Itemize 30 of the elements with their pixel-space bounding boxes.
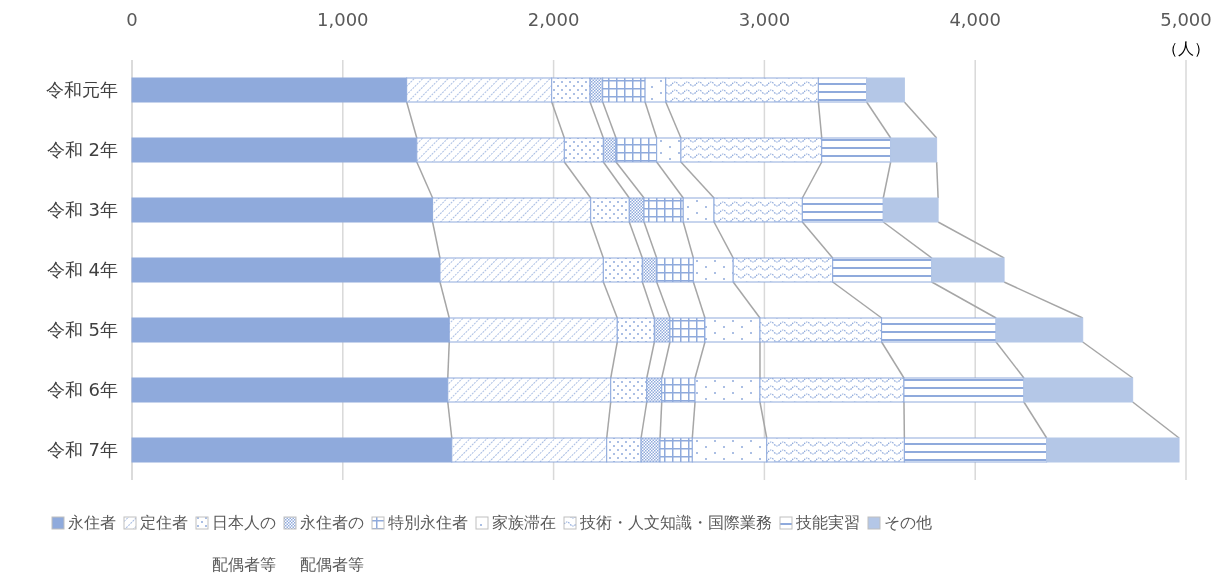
legend-label: 永住者 [68, 513, 116, 532]
legend-label: 定住者 [140, 513, 188, 532]
y-tick-label: 令和 5年 [46, 319, 118, 341]
x-tick-label: 1,000 [317, 9, 369, 30]
legend-label: 技術・人文知識・国際業務 [579, 513, 772, 532]
x-axis-title: （人） [1162, 39, 1210, 58]
x-tick-label: 3,000 [738, 9, 791, 30]
legend-label: その他 [884, 513, 932, 532]
x-tick-label: 2,000 [527, 9, 580, 30]
bar [890, 137, 938, 163]
y-tick-label: 令和 3年 [46, 199, 118, 221]
y-tick-label: 令和 4年 [46, 259, 118, 281]
y-tick-label: 令和 2年 [46, 139, 118, 161]
text: 永住者の配偶者等 [300, 513, 364, 574]
bar [866, 77, 905, 103]
bar [931, 257, 1005, 283]
text: 日本人の配偶者等 [212, 513, 276, 574]
y-tick-label: 令和 6年 [46, 379, 118, 401]
legend-label: 特別永住者 [388, 513, 468, 532]
bar [1023, 377, 1134, 403]
legend-label: 家族滞在 [492, 513, 556, 532]
y-tick-label: 令和元年 [46, 79, 118, 101]
x-tick-label: 4,000 [949, 9, 1001, 30]
bar [882, 197, 939, 223]
bar [1046, 437, 1180, 463]
legend-label: 技能実習 [795, 513, 860, 532]
y-tick-label: 令和 7年 [46, 439, 118, 461]
bar [995, 317, 1084, 343]
x-tick-label: 0 [126, 9, 138, 30]
x-tick-label: 5,000 [1160, 9, 1212, 30]
